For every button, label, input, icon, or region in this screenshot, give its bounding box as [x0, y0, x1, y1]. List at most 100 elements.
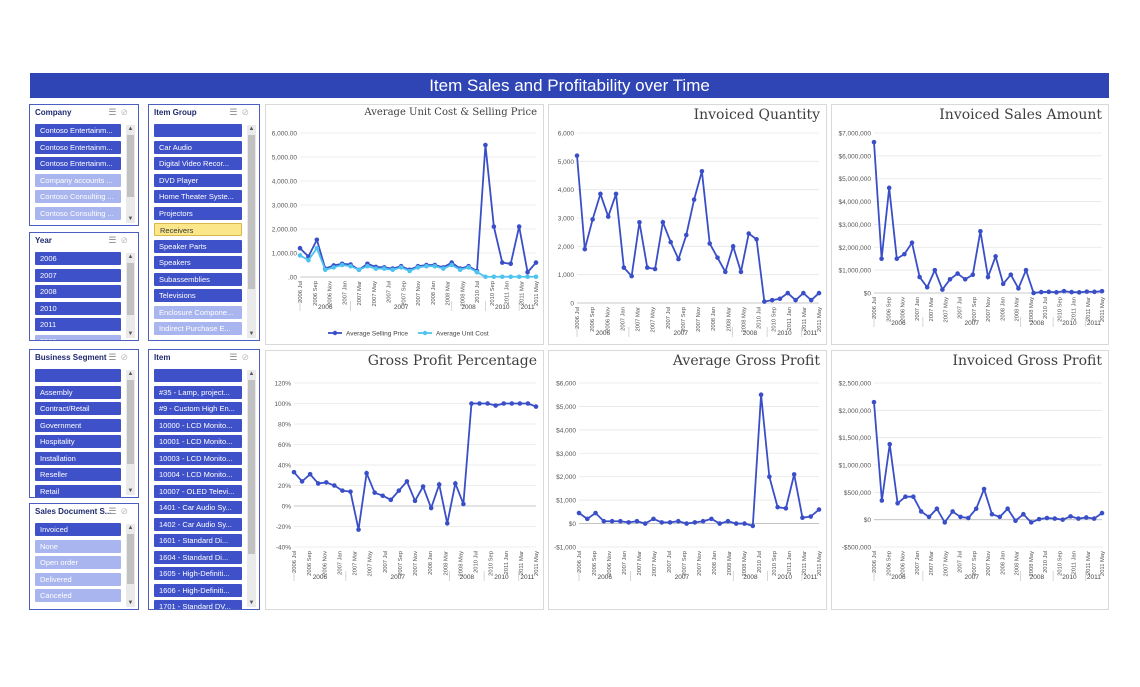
- data-point: [879, 498, 885, 503]
- scroll-up-icon[interactable]: ▲: [127, 126, 134, 132]
- slicer-scrollbar[interactable]: ▲ ▼: [126, 370, 135, 495]
- scroll-down-icon[interactable]: ▼: [248, 600, 255, 606]
- slicer-scrollbar[interactable]: ▲ ▼: [126, 253, 135, 338]
- slicer-item[interactable]: Reseller: [35, 468, 121, 481]
- multi-select-icon[interactable]: ☰: [108, 352, 121, 362]
- scroll-down-icon[interactable]: ▼: [248, 331, 255, 337]
- slicer-item[interactable]: 2006: [35, 252, 121, 265]
- data-point: [356, 267, 362, 273]
- slicer-item[interactable]: Home Theater Syste...: [154, 190, 242, 203]
- slicer-item[interactable]: Contract/Retail: [35, 402, 121, 415]
- scroll-thumb[interactable]: [127, 380, 134, 464]
- slicer-item[interactable]: 10007 - OLED Televi...: [154, 484, 242, 498]
- scroll-thumb[interactable]: [127, 263, 134, 315]
- scroll-down-icon[interactable]: ▼: [127, 600, 134, 606]
- slicer-item[interactable]: #9 - Custom High En...: [154, 402, 242, 415]
- clear-filter-icon[interactable]: ⊘: [120, 107, 132, 117]
- clear-filter-icon[interactable]: ⊘: [120, 235, 132, 245]
- slicer-item[interactable]: Government: [35, 418, 121, 432]
- multi-select-icon[interactable]: ☰: [108, 235, 121, 245]
- scroll-thumb[interactable]: [127, 534, 134, 585]
- data-point: [432, 263, 438, 269]
- scroll-down-icon[interactable]: ▼: [127, 488, 134, 494]
- clear-filter-icon[interactable]: ⊘: [120, 506, 132, 516]
- scroll-up-icon[interactable]: ▲: [127, 525, 134, 531]
- slicer-item[interactable]: 2008: [35, 285, 121, 298]
- slicer-item[interactable]: Speakers: [154, 256, 242, 269]
- slicer-item[interactable]: Speaker Parts: [154, 239, 242, 253]
- slicer-item[interactable]: Televisions: [154, 289, 242, 302]
- slicer-item[interactable]: 1606 - High-Definiti...: [154, 583, 242, 597]
- slicer-item[interactable]: 2007: [35, 268, 121, 282]
- multi-select-icon[interactable]: ☰: [108, 107, 121, 117]
- slicer-item[interactable]: DVD Player: [154, 173, 242, 187]
- slicer-item[interactable]: 10001 - LCD Monito...: [154, 435, 242, 448]
- slicer-item[interactable]: [154, 369, 242, 382]
- slicer-item[interactable]: Company accounts ...: [35, 173, 121, 187]
- slicer-title: Business Segment: [35, 353, 107, 362]
- scroll-thumb[interactable]: [248, 380, 255, 554]
- chart-invoiced-qty[interactable]: Invoiced Quantity 0 1,000 2,000 3,000 4,000 5,…: [548, 104, 827, 345]
- slicer-item[interactable]: 1701 - Standard DV...: [154, 600, 242, 609]
- slicer-item[interactable]: Indirect Purchase E...: [154, 322, 242, 335]
- slicer-scrollbar[interactable]: ▲ ▼: [126, 125, 135, 223]
- slicer-item[interactable]: 1605 - High-Definiti...: [154, 567, 242, 580]
- slicer-item[interactable]: Open order: [35, 556, 121, 569]
- slicer-item[interactable]: #35 - Lamp, project...: [154, 385, 242, 399]
- slicer-item[interactable]: Hospitality: [35, 435, 121, 448]
- slicer-item[interactable]: [154, 124, 242, 137]
- chart-avg-unit-cost[interactable]: Average Unit Cost & Selling Price .00 1,00…: [265, 104, 544, 345]
- slicer-item[interactable]: Car Audio: [154, 140, 242, 154]
- slicer-item[interactable]: 1401 - Car Audio Sy...: [154, 501, 242, 514]
- slicer-item[interactable]: 10004 - LCD Monito...: [154, 468, 242, 481]
- chart-avg-gross-profit[interactable]: Average Gross Profit -$1,000 $0 $1,000 $2,00…: [548, 350, 827, 610]
- slicer-item[interactable]: Projectors: [154, 206, 242, 220]
- chart-invoiced-gross-profit[interactable]: Invoiced Gross Profit -$500,000 $0 $500,000…: [831, 350, 1109, 610]
- slicer-item[interactable]: 2005: [35, 334, 121, 340]
- slicer-item[interactable]: 1604 - Standard Di...: [154, 550, 242, 564]
- slicer-item[interactable]: None: [35, 539, 121, 553]
- slicer-item[interactable]: Digital Video Recor...: [154, 157, 242, 170]
- scroll-thumb[interactable]: [127, 135, 134, 198]
- slicer-item[interactable]: 2010: [35, 301, 121, 315]
- slicer-item[interactable]: Invoiced: [35, 523, 121, 536]
- slicer-item[interactable]: Contoso Entertainm...: [35, 140, 121, 154]
- slicer-item[interactable]: Subassemblies: [154, 272, 242, 286]
- clear-filter-icon[interactable]: ⊘: [241, 107, 253, 117]
- slicer-scrollbar[interactable]: ▲ ▼: [247, 370, 256, 607]
- slicer-item[interactable]: Contoso Entertainm...: [35, 157, 121, 170]
- scroll-up-icon[interactable]: ▲: [127, 371, 134, 377]
- data-point: [299, 479, 305, 484]
- slicer-item[interactable]: 1402 - Car Audio Sy...: [154, 517, 242, 531]
- slicer-scrollbar[interactable]: ▲ ▼: [126, 524, 135, 607]
- multi-select-icon[interactable]: ☰: [229, 107, 242, 117]
- scroll-thumb[interactable]: [248, 135, 255, 290]
- slicer-item[interactable]: Contoso Consulting ...: [35, 190, 121, 203]
- slicer-item[interactable]: Enclosure Compone...: [154, 305, 242, 319]
- slicer-item[interactable]: Receivers: [154, 223, 242, 236]
- slicer-item[interactable]: Assembly: [35, 385, 121, 399]
- slicer-scrollbar[interactable]: ▲ ▼: [247, 125, 256, 338]
- slicer-item[interactable]: Installation: [35, 451, 121, 465]
- slicer-item[interactable]: Canceled: [35, 589, 121, 602]
- slicer-item[interactable]: [35, 369, 121, 382]
- clear-filter-icon[interactable]: ⊘: [241, 352, 253, 362]
- slicer-item[interactable]: 2011: [35, 318, 121, 331]
- scroll-up-icon[interactable]: ▲: [248, 126, 255, 132]
- slicer-item[interactable]: Retail: [35, 484, 121, 497]
- slicer-item[interactable]: 1601 - Standard Di...: [154, 534, 242, 547]
- chart-gross-profit-pct[interactable]: Gross Profit Percentage -40% -20% 0% 20% 40% 6…: [265, 350, 544, 610]
- scroll-down-icon[interactable]: ▼: [127, 216, 134, 222]
- slicer-item[interactable]: 10000 - LCD Monito...: [154, 418, 242, 432]
- multi-select-icon[interactable]: ☰: [108, 506, 121, 516]
- slicer-item[interactable]: 10003 - LCD Monito...: [154, 451, 242, 465]
- slicer-item[interactable]: Contoso Consulting ...: [35, 206, 121, 220]
- clear-filter-icon[interactable]: ⊘: [120, 352, 132, 362]
- scroll-up-icon[interactable]: ▲: [248, 371, 255, 377]
- multi-select-icon[interactable]: ☰: [229, 352, 242, 362]
- scroll-down-icon[interactable]: ▼: [127, 331, 134, 337]
- chart-invoiced-sales[interactable]: Invoiced Sales Amount $0 $1,000,000 $2,000,…: [831, 104, 1109, 345]
- slicer-item[interactable]: Delivered: [35, 572, 121, 586]
- slicer-item[interactable]: Contoso Entertainm...: [35, 124, 121, 137]
- scroll-up-icon[interactable]: ▲: [127, 254, 134, 260]
